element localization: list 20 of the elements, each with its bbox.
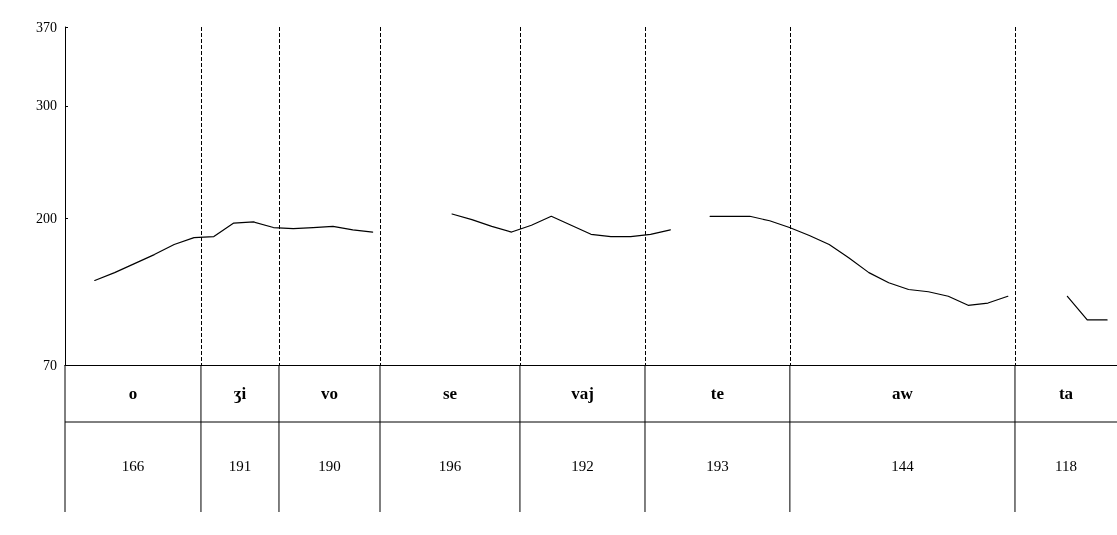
text: te (710, 384, 725, 403)
text: 192 (571, 458, 594, 474)
y-tick-label: 70 (43, 357, 57, 373)
text: o (128, 384, 138, 403)
text: vo (320, 384, 338, 403)
text: 196 (438, 458, 462, 474)
text: aw (892, 384, 914, 403)
text: 190 (318, 458, 341, 474)
text: ʒi (233, 384, 247, 403)
y-tick-label: 200 (36, 211, 57, 227)
text: 191 (228, 458, 252, 474)
text: 193 (706, 458, 729, 474)
text: 166 (121, 458, 145, 474)
y-tick-label: 370 (36, 19, 57, 35)
text: 118 (1055, 458, 1077, 474)
text: vaj (571, 384, 594, 403)
text: ta (1058, 384, 1074, 403)
text: 144 (891, 458, 915, 474)
y-tick-label: 300 (36, 98, 57, 114)
text: se (442, 384, 458, 403)
